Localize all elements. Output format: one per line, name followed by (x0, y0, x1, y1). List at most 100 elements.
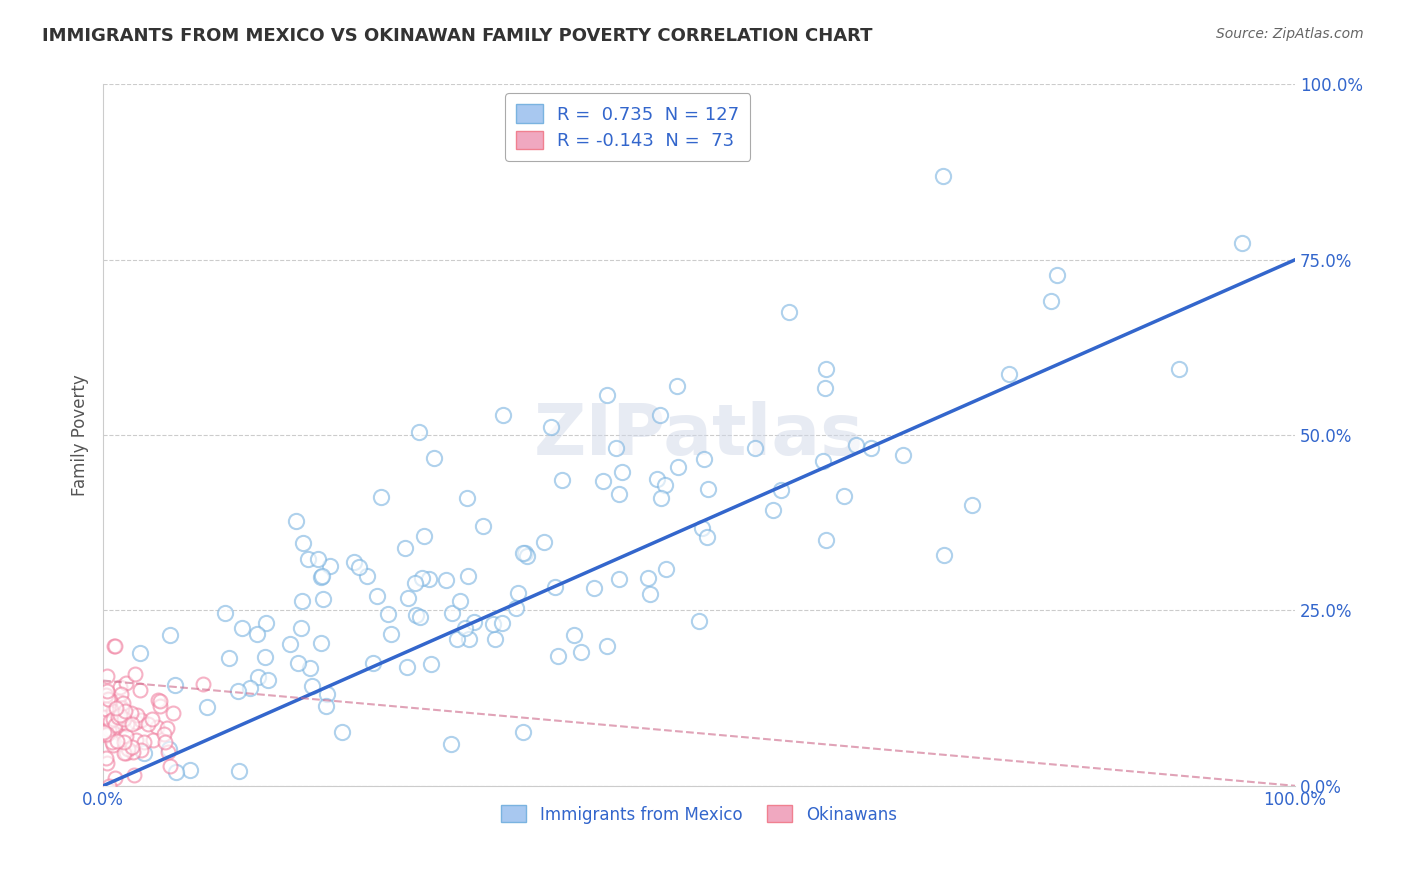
Point (562, 628, 585, 642)
Point (149, 699, 172, 714)
Point (654, 477, 676, 491)
Point (197, 699, 219, 714)
Point (107, 733, 129, 747)
Point (412, 529, 434, 543)
Point (505, 600, 527, 615)
Point (666, 459, 689, 474)
Point (94, 751, 117, 765)
Point (122, 745, 145, 759)
Point (218, 650, 240, 665)
Point (105, 701, 128, 715)
Point (436, 573, 458, 587)
Point (997, 367, 1019, 381)
Point (404, 576, 426, 591)
Point (316, 687, 339, 701)
Point (547, 648, 569, 663)
Point (101, 735, 124, 749)
Point (506, 586, 529, 600)
Point (191, 677, 214, 691)
Point (124, 667, 146, 681)
Point (396, 660, 419, 674)
Point (96, 710, 118, 724)
Point (291, 594, 314, 608)
Point (107, 694, 129, 708)
Point (96, 727, 118, 741)
Point (551, 473, 574, 487)
Point (287, 657, 309, 671)
Point (744, 442, 766, 456)
Point (136, 717, 159, 731)
Point (446, 632, 468, 646)
Point (647, 472, 669, 486)
Point (449, 594, 471, 608)
Point (516, 549, 538, 563)
Point (512, 546, 534, 560)
Point (112, 712, 135, 726)
Point (544, 580, 567, 594)
Point (811, 454, 834, 468)
Point (696, 530, 718, 544)
Point (108, 708, 131, 723)
Point (129, 743, 152, 757)
Point (98, 693, 121, 707)
Point (934, 549, 956, 563)
Point (101, 704, 124, 718)
Point (299, 660, 322, 674)
Point (125, 715, 148, 730)
Point (104, 718, 127, 732)
Point (311, 570, 333, 584)
Point (307, 551, 329, 566)
Point (960, 498, 983, 512)
Point (409, 610, 432, 624)
Point (491, 408, 513, 422)
Point (100, 723, 122, 738)
Point (117, 742, 139, 756)
Point (301, 679, 323, 693)
Point (394, 541, 416, 555)
Point (832, 489, 855, 503)
Point (124, 733, 146, 747)
Point (159, 628, 181, 642)
Point (93, 725, 115, 739)
Point (637, 571, 659, 585)
Point (366, 589, 388, 603)
Point (533, 535, 555, 549)
Point (418, 572, 440, 586)
Point (97, 692, 120, 706)
Point (157, 741, 180, 756)
Text: Source: ZipAtlas.com: Source: ZipAtlas.com (1216, 27, 1364, 41)
Point (257, 673, 280, 687)
Point (481, 617, 503, 632)
Point (540, 419, 562, 434)
Point (1168, 362, 1191, 376)
Point (454, 621, 477, 635)
Point (456, 491, 478, 505)
Point (347, 560, 370, 574)
Point (115, 717, 138, 731)
Point (814, 381, 837, 395)
Point (423, 451, 446, 466)
Point (179, 763, 201, 777)
Point (156, 721, 179, 735)
Point (111, 696, 134, 710)
Point (101, 738, 124, 752)
Point (121, 739, 143, 754)
Point (214, 606, 236, 620)
Point (96, 669, 118, 683)
Point (104, 639, 127, 653)
Point (380, 627, 402, 641)
Point (690, 521, 713, 535)
Point (107, 710, 129, 724)
Point (610, 465, 633, 479)
Point (396, 591, 419, 606)
Point (163, 678, 186, 692)
Point (361, 656, 384, 670)
Point (377, 607, 399, 621)
Point (309, 636, 332, 650)
Point (247, 670, 270, 684)
Point (93, 710, 115, 724)
Point (845, 438, 868, 452)
Point (650, 408, 672, 422)
Point (111, 715, 134, 730)
Point (1230, 236, 1253, 251)
